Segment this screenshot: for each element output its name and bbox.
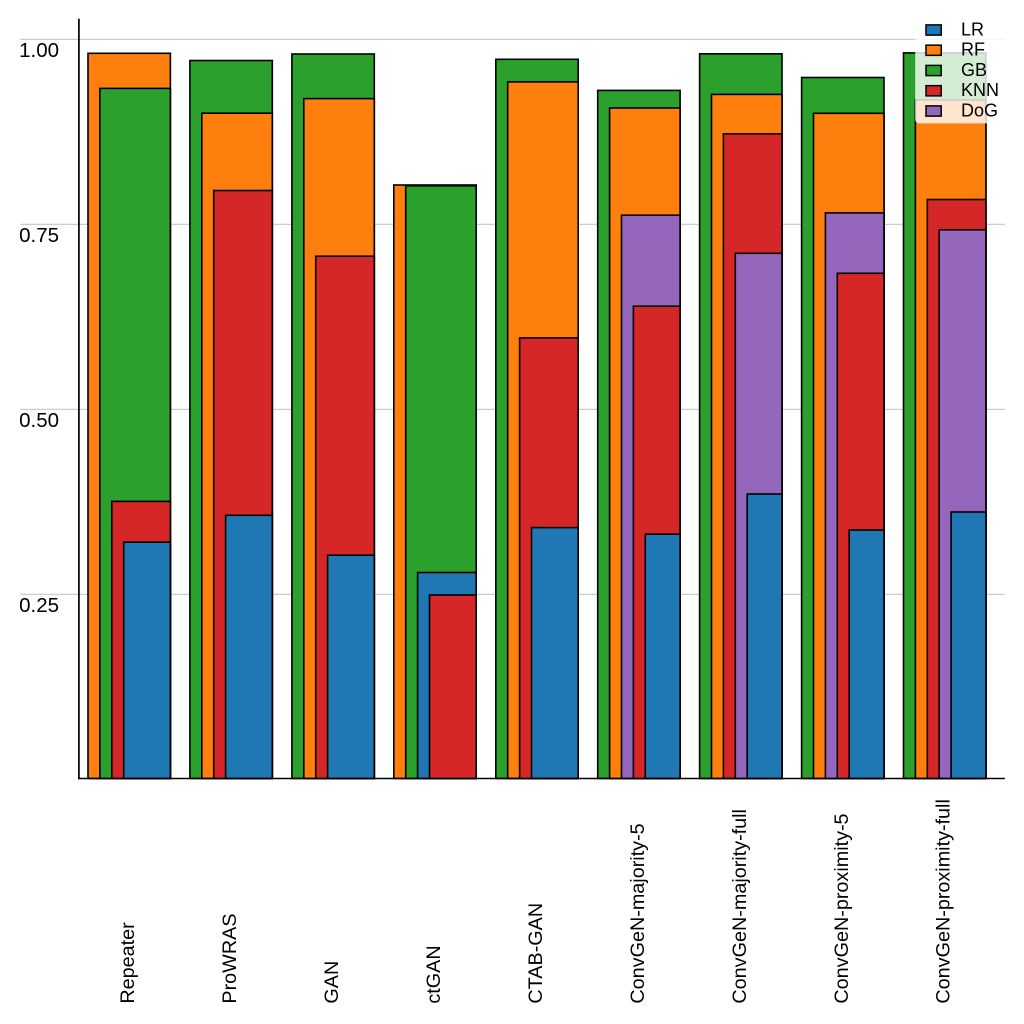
svg-text:1.00: 1.00 bbox=[19, 39, 59, 62]
svg-text:RF: RF bbox=[961, 40, 985, 60]
svg-text:ProWRAS: ProWRAS bbox=[219, 913, 241, 1003]
svg-text:0.50: 0.50 bbox=[19, 409, 59, 432]
svg-text:GB: GB bbox=[961, 60, 987, 80]
svg-text:0.25: 0.25 bbox=[19, 594, 59, 617]
svg-text:ConvGeN-proximity-full: ConvGeN-proximity-full bbox=[933, 799, 955, 1003]
svg-text:CTAB-GAN: CTAB-GAN bbox=[525, 903, 547, 1004]
svg-text:ctGAN: ctGAN bbox=[423, 945, 445, 1003]
svg-text:KNN: KNN bbox=[961, 80, 999, 100]
svg-text:ConvGeN-majority-full: ConvGeN-majority-full bbox=[729, 809, 751, 1004]
svg-text:LR: LR bbox=[961, 19, 984, 39]
svg-text:Repeater: Repeater bbox=[117, 922, 139, 1004]
svg-text:0.75: 0.75 bbox=[19, 224, 59, 247]
svg-text:ConvGeN-majority-5: ConvGeN-majority-5 bbox=[627, 823, 649, 1003]
svg-text:ConvGeN-proximity-5: ConvGeN-proximity-5 bbox=[831, 813, 853, 1003]
svg-text:GAN: GAN bbox=[321, 961, 343, 1004]
svg-text:DoG: DoG bbox=[961, 100, 998, 120]
